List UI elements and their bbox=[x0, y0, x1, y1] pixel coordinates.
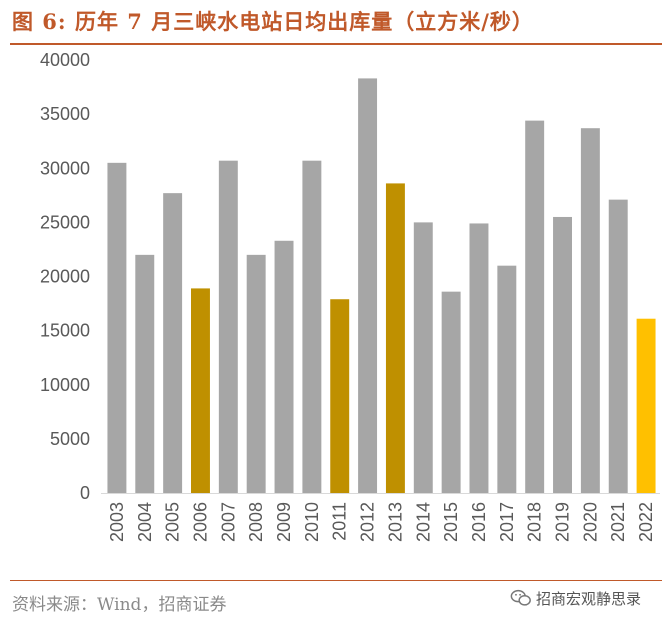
bar-2016 bbox=[469, 223, 489, 493]
x-tick-label: 2016 bbox=[469, 502, 489, 542]
bar-2005 bbox=[163, 193, 183, 493]
x-tick-label: 2014 bbox=[413, 502, 433, 542]
y-tick-label: 20000 bbox=[40, 267, 90, 287]
x-tick-label: 2021 bbox=[608, 502, 628, 542]
bar-2017 bbox=[497, 265, 517, 493]
x-tick-label: 2020 bbox=[580, 502, 600, 542]
watermark: 招商宏观静思录 bbox=[510, 587, 641, 609]
y-tick-label: 30000 bbox=[40, 158, 90, 178]
bar-2021 bbox=[608, 199, 628, 493]
x-tick-label: 2011 bbox=[330, 502, 350, 541]
x-tick-label: 2013 bbox=[385, 502, 405, 542]
bar-2010 bbox=[302, 160, 322, 494]
x-tick-label: 2012 bbox=[358, 502, 378, 542]
x-tick-label: 2008 bbox=[246, 502, 266, 542]
bar-2019 bbox=[553, 216, 572, 493]
bar-2015 bbox=[441, 291, 461, 493]
x-tick-label: 2006 bbox=[190, 502, 210, 542]
bar-2014 bbox=[413, 222, 433, 493]
bar-2018 bbox=[525, 120, 545, 494]
bars-group bbox=[107, 78, 656, 494]
x-tick-label: 2017 bbox=[497, 502, 517, 542]
y-axis: 0 5000 10000 15000 20000 25000 30000 35000 40000 bbox=[40, 50, 90, 503]
bar-2008 bbox=[246, 254, 266, 493]
x-tick-label: 2022 bbox=[636, 502, 656, 542]
x-tick-label: 2018 bbox=[525, 502, 545, 542]
chart-title: 图 6: 历年 7 月三峡水电站日均出库量（立方米/秒） bbox=[12, 9, 534, 34]
x-tick-label: 2004 bbox=[135, 502, 155, 542]
watermark-label: 招商宏观静思录 bbox=[536, 589, 642, 608]
x-tick-label: 2009 bbox=[274, 502, 294, 542]
x-tick-label: 2007 bbox=[218, 502, 238, 542]
source-note: 资料来源：Wind，招商证券 bbox=[12, 595, 227, 615]
x-tick-label: 2019 bbox=[553, 502, 573, 542]
wechat-icon bbox=[510, 589, 531, 606]
bar-2022 bbox=[636, 318, 656, 493]
bar-2011 bbox=[330, 299, 350, 493]
title-divider bbox=[10, 43, 662, 45]
bar-2006 bbox=[191, 288, 210, 493]
bar-2003 bbox=[107, 162, 127, 493]
bar-chart: 0 5000 10000 15000 20000 25000 30000 35000 40000… bbox=[40, 50, 660, 542]
bar-2009 bbox=[274, 240, 294, 493]
x-axis-labels: 2003 2004 2005 2006 2007 2008 2009 2010 2011 2012… bbox=[107, 502, 656, 542]
bar-2012 bbox=[358, 78, 378, 493]
bar-2013 bbox=[385, 183, 405, 493]
y-tick-label: 0 bbox=[80, 483, 90, 503]
x-tick-label: 2005 bbox=[163, 502, 183, 542]
bar-2020 bbox=[580, 128, 600, 493]
footer-divider bbox=[10, 580, 662, 581]
bar-2004 bbox=[135, 254, 155, 493]
x-tick-label: 2003 bbox=[107, 502, 127, 542]
y-tick-label: 5000 bbox=[50, 429, 90, 449]
x-tick-label: 2015 bbox=[441, 502, 461, 542]
x-tick-label: 2010 bbox=[302, 502, 322, 542]
bar-2007 bbox=[218, 160, 238, 494]
y-tick-label: 25000 bbox=[40, 212, 90, 232]
y-tick-label: 10000 bbox=[40, 375, 90, 395]
y-tick-label: 15000 bbox=[40, 321, 90, 341]
y-tick-label: 35000 bbox=[40, 104, 90, 124]
y-tick-label: 40000 bbox=[40, 50, 90, 70]
